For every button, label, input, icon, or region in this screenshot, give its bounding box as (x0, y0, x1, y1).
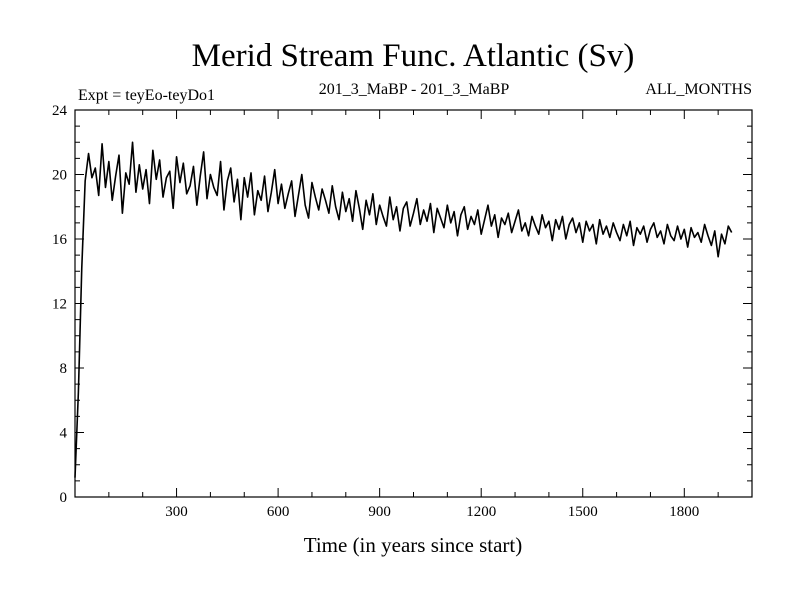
y-tick-label: 4 (60, 426, 68, 442)
x-tick-label: 600 (267, 504, 290, 520)
axis-tick-labels: 300 600 900 1200 1500 1800 0 4 8 12 16 20 24 (52, 103, 699, 520)
chart-title: Merid Stream Func. Atlantic (Sv) (192, 38, 635, 74)
y-tick-label: 16 (52, 232, 68, 248)
y-tick-label: 0 (60, 490, 68, 506)
subtitle-period: 201_3_MaBP - 201_3_MaBP (319, 81, 510, 98)
x-axis-label: Time (in years since start) (304, 533, 523, 557)
y-tick-label: 8 (60, 361, 68, 377)
y-tick-label: 12 (52, 297, 67, 313)
x-tick-label: 1500 (568, 504, 598, 520)
x-tick-label: 1200 (466, 504, 496, 520)
y-tick-label: 24 (52, 103, 68, 119)
subtitle-experiment: Expt = teyEo-teyDo1 (78, 87, 215, 104)
y-tick-label: 20 (52, 168, 67, 184)
series-line (74, 141, 733, 478)
axis-ticks (75, 110, 752, 497)
plot-frame (74, 109, 753, 498)
x-tick-label: 900 (368, 504, 391, 520)
subtitle-months: ALL_MONTHS (645, 81, 752, 98)
x-tick-label: 300 (165, 504, 188, 520)
x-tick-label: 1800 (669, 504, 699, 520)
